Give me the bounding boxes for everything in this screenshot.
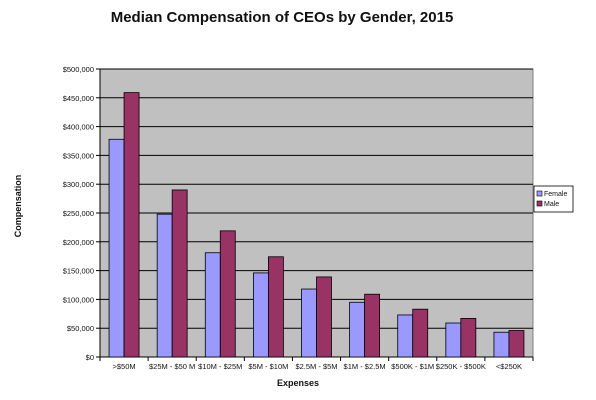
bars [108,92,525,358]
legend: Female Male [533,185,574,213]
x-tick-label: $2.5M - $5M [295,362,337,371]
x-tick-label: <$250K [496,362,522,371]
legend-swatch-female [536,190,543,197]
y-tick-label: $350,000 [63,151,94,160]
x-tick-label: >$50M [112,362,135,371]
y-tick-label: $450,000 [63,94,94,103]
bar-female-4 [252,272,269,358]
x-tick-label: $1M - $2.5M [344,362,386,371]
bar-male-3 [219,230,236,358]
bar-male-7 [412,308,429,358]
x-tick-label: $250K - $500K [436,362,486,371]
y-tick-label: $400,000 [63,123,94,132]
bar-female-2 [156,213,173,358]
y-tick-label: $150,000 [63,267,94,276]
legend-swatch-male [536,200,543,207]
chart-title: Median Compensation of CEOs by Gender, 2… [111,9,454,26]
y-axis-ticks: $0 $50,000 $100,000 $150,000 $200,000 $250,00… [63,65,100,362]
bar-male-4 [267,256,284,358]
bar-female-7 [397,314,414,358]
y-tick-label: $250,000 [63,209,94,218]
y-tick-label: $0 [86,353,94,362]
bar-female-1 [108,138,125,358]
y-tick-label: $100,000 [63,295,94,304]
bar-male-6 [364,293,381,358]
bar-female-3 [204,252,221,358]
y-axis-title: Compensation [13,175,23,238]
bar-female-9 [493,331,510,358]
bar-female-5 [301,288,317,358]
x-axis-ticks: >$50M $25M - $50 M $10M - $25M $5M - $10M $2… [99,357,534,371]
legend-label-male: Male [544,201,559,208]
x-axis-title: Expenses [277,378,319,388]
y-tick-label: $50,000 [67,324,94,333]
bar-male-2 [171,189,188,358]
legend-box [533,185,574,213]
bar-male-5 [316,276,332,358]
bar-female-8 [445,322,462,358]
x-tick-label: $25M - $50 M [149,362,195,371]
y-tick-label: $200,000 [63,238,94,247]
x-tick-label: $10M - $25M [198,362,242,371]
x-tick-label: $500K - $1M [391,362,434,371]
x-tick-label: $5M - $10M [248,362,288,371]
y-tick-label: $500,000 [63,65,94,74]
bar-male-1 [123,92,140,358]
legend-label-female: Female [544,191,567,198]
y-tick-label: $300,000 [63,180,94,189]
bar-male-9 [508,330,525,358]
bar-male-8 [460,318,477,358]
bar-female-6 [349,301,366,358]
